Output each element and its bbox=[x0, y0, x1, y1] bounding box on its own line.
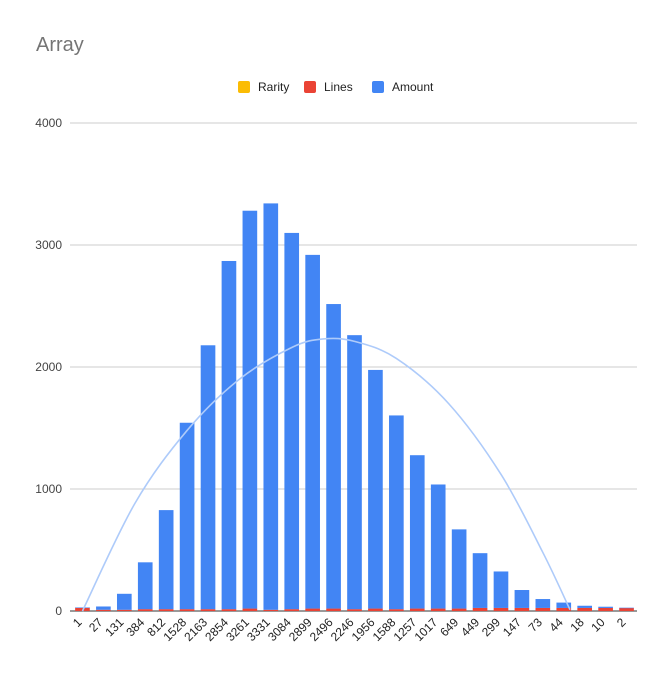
bar-amount bbox=[409, 455, 425, 609]
bar-lines bbox=[472, 607, 488, 611]
bar-lines bbox=[200, 609, 216, 611]
bar-lines bbox=[284, 609, 300, 611]
bar-amount bbox=[158, 510, 174, 610]
bar-lines bbox=[242, 608, 258, 611]
legend-amount-swatch bbox=[372, 81, 384, 93]
trendline bbox=[81, 337, 571, 612]
bar-lines bbox=[493, 607, 509, 611]
bar-lines bbox=[221, 609, 237, 611]
bar-amount bbox=[347, 335, 362, 610]
x-tick-label: 44 bbox=[547, 615, 567, 635]
bar-amount bbox=[137, 562, 153, 610]
bar-lines bbox=[116, 609, 132, 611]
x-tick-label: 10 bbox=[588, 615, 608, 635]
bar-amount bbox=[263, 203, 279, 610]
bar-lines bbox=[347, 609, 362, 611]
legend-lines-swatch bbox=[304, 81, 316, 93]
bar-lines bbox=[389, 609, 404, 611]
bar-lines bbox=[430, 608, 446, 611]
bar-lines bbox=[326, 608, 341, 611]
bar-lines bbox=[556, 607, 572, 611]
legend-rarity-swatch bbox=[238, 81, 250, 93]
bar-amount bbox=[556, 602, 572, 608]
bar-amount bbox=[535, 599, 551, 608]
bar-lines bbox=[179, 609, 195, 611]
bar-lines bbox=[577, 607, 593, 611]
bar-amount bbox=[577, 605, 593, 608]
x-tick-label: 1 bbox=[70, 615, 85, 630]
bar-amount bbox=[472, 553, 488, 608]
bar-amount bbox=[221, 260, 237, 610]
bar-amount bbox=[200, 345, 216, 610]
bar-amount bbox=[305, 254, 320, 609]
x-tick-label: 27 bbox=[86, 615, 106, 635]
bar-lines bbox=[158, 609, 174, 611]
bar-lines bbox=[535, 607, 551, 611]
bar-lines bbox=[619, 607, 634, 611]
y-tick-label: 3000 bbox=[35, 238, 62, 252]
bar-amount bbox=[389, 415, 404, 610]
y-tick-label: 2000 bbox=[35, 360, 62, 374]
bar-amount bbox=[116, 593, 132, 610]
y-tick-label: 1000 bbox=[35, 482, 62, 496]
legend-rarity-label: Rarity bbox=[258, 80, 289, 94]
bar-amount bbox=[514, 590, 530, 608]
bar-lines bbox=[409, 608, 425, 611]
legend-lines-label: Lines bbox=[324, 80, 353, 94]
x-tick-label: 649 bbox=[437, 615, 461, 639]
x-tick-label: 384 bbox=[123, 615, 147, 639]
x-tick-label: 2 bbox=[614, 615, 629, 630]
x-tick-label: 147 bbox=[500, 615, 524, 639]
bar-amount bbox=[493, 571, 509, 608]
bar-amount bbox=[619, 607, 634, 609]
x-tick-label: 73 bbox=[526, 615, 546, 635]
x-tick-label: 131 bbox=[102, 615, 126, 639]
bar-amount bbox=[430, 484, 446, 609]
legend-amount-label: Amount bbox=[392, 80, 434, 94]
x-tick-label: 18 bbox=[567, 615, 587, 635]
bar-lines bbox=[305, 608, 320, 611]
chart-title: Array bbox=[36, 34, 84, 56]
bar-lines bbox=[368, 608, 383, 611]
bar-lines bbox=[514, 607, 530, 611]
bar-amount bbox=[368, 369, 383, 609]
bar-lines bbox=[451, 608, 467, 611]
bar-lines bbox=[137, 609, 153, 611]
bar-amount bbox=[451, 529, 467, 609]
bar-amount bbox=[179, 422, 195, 610]
bar-lines bbox=[598, 607, 613, 611]
y-tick-label: 0 bbox=[55, 604, 62, 618]
bar-amount bbox=[284, 232, 300, 610]
bar-amount bbox=[242, 210, 258, 609]
bar-amount bbox=[598, 606, 613, 608]
bar-amount bbox=[326, 304, 341, 609]
x-tick-label: 299 bbox=[479, 615, 503, 639]
y-tick-label: 4000 bbox=[35, 116, 62, 130]
bar-lines bbox=[96, 609, 111, 611]
bar-amount bbox=[75, 607, 90, 608]
x-tick-label: 449 bbox=[458, 615, 482, 639]
bar-amount bbox=[96, 606, 111, 610]
bar-lines bbox=[263, 609, 279, 611]
